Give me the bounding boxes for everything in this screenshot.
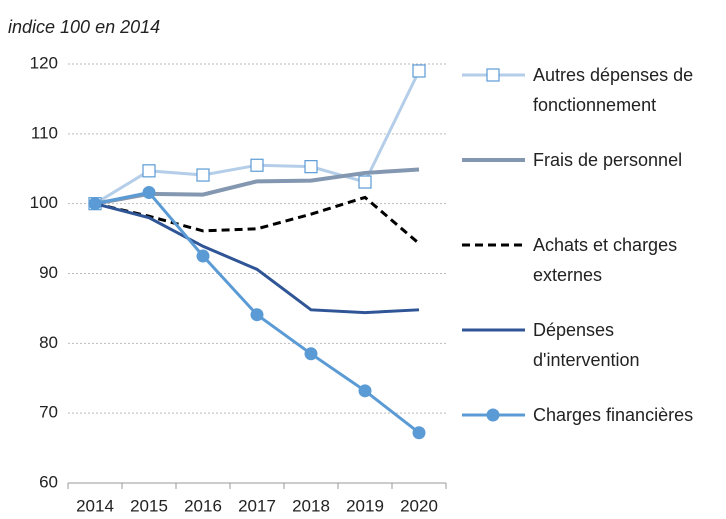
point: [486, 68, 500, 82]
y-tick-label: 90: [39, 263, 58, 282]
point: [250, 308, 264, 322]
point: [304, 160, 318, 174]
point: [304, 347, 318, 361]
x-tick-label: 2019: [346, 496, 384, 515]
series-line: [94, 195, 420, 245]
point: [88, 197, 102, 211]
point: [142, 164, 156, 178]
legend-label: Charges financières: [533, 405, 694, 425]
x-tick-label: 2020: [400, 496, 438, 515]
point: [142, 185, 156, 199]
y-tick-label: 100: [30, 193, 58, 212]
point: [196, 249, 210, 263]
chart-subtitle: indice 100 en 2014: [8, 17, 160, 37]
x-tick-label: 2017: [238, 496, 276, 515]
point: [412, 64, 426, 78]
point: [196, 168, 210, 182]
legend-label: Dépenses d'intervention: [533, 320, 640, 370]
legend-label: Frais de personnel: [533, 150, 683, 170]
x-tick-label: 2016: [184, 496, 222, 515]
x-tick-label: 2015: [130, 496, 168, 515]
y-tick-label: 70: [39, 403, 58, 422]
legend-label: Achats et charges externes: [533, 235, 678, 285]
y-tick-label: 60: [39, 472, 58, 491]
point: [412, 426, 426, 440]
point: [358, 175, 372, 189]
legend-label: Autres dépenses de fonctionnement: [533, 65, 694, 115]
y-tick-label: 120: [30, 53, 58, 72]
point: [250, 158, 264, 172]
y-tick-label: 110: [31, 123, 58, 142]
point: [486, 408, 500, 422]
point: [358, 384, 372, 398]
y-tick-label: 80: [39, 333, 58, 352]
x-tick-label: 2014: [76, 496, 114, 515]
x-tick-label: 2018: [292, 496, 330, 515]
series-line: [94, 202, 420, 315]
